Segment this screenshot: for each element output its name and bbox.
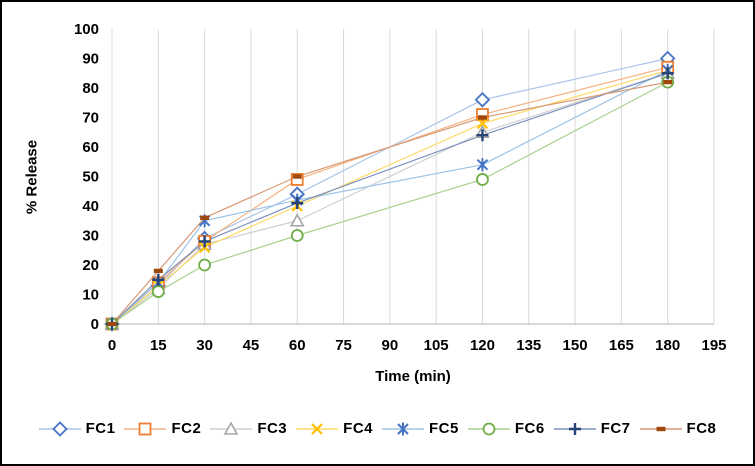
x-tick-label: 180: [655, 337, 680, 354]
legend-item-fc2: FC2: [124, 420, 201, 437]
legend-marker-diamond-icon: [38, 420, 81, 437]
data-point-fc7-15min: [152, 273, 165, 286]
x-tick-label: 90: [382, 337, 399, 354]
data-point-fc8-0min: [107, 321, 117, 327]
y-tick-label: 70: [82, 110, 99, 127]
data-point-fc8-15min: [153, 268, 163, 274]
legend-marker-dash-icon: [639, 426, 682, 431]
data-point-fc7-180min: [661, 67, 674, 80]
x-tick-label: 45: [243, 337, 260, 354]
data-point-fc8-180min: [663, 79, 673, 85]
legend-item-fc8: FC8: [639, 420, 717, 437]
legend-item-fc6: FC6: [467, 420, 545, 437]
chart-legend: FC1 FC2 FC3 FC4 FC5 FC6 FC7 FC8: [2, 420, 753, 437]
series-line-fc7: [111, 72, 668, 325]
data-point-fc6-120min: [476, 173, 489, 186]
legend-label-fc4: FC4: [343, 420, 373, 437]
x-tick-label: 30: [196, 337, 213, 354]
data-point-fc4-120min: [476, 117, 489, 130]
series-line-fc5: [111, 69, 668, 325]
data-point-fc6-30min: [198, 258, 212, 272]
data-point-fc8-120min: [477, 115, 487, 120]
data-point-fc6-60min: [290, 229, 304, 242]
legend-item-fc4: FC4: [296, 420, 373, 437]
y-tick-label: 0: [91, 316, 99, 333]
y-tick-label: 50: [82, 169, 99, 186]
y-tick-label: 30: [82, 228, 99, 245]
legend-label-fc5: FC5: [429, 420, 459, 437]
legend-label-fc7: FC7: [600, 420, 631, 437]
legend-item-fc7: FC7: [553, 420, 631, 437]
x-tick-label: 135: [516, 337, 541, 354]
legend-marker-x-icon: [296, 422, 339, 435]
data-point-fc8-30min: [200, 215, 210, 220]
data-point-fc2-60min: [290, 173, 304, 186]
x-tick-label: 60: [289, 337, 306, 354]
data-point-fc6-15min: [151, 285, 165, 298]
series-line-fc8: [111, 81, 668, 325]
line-chart-plot-area: 0 10 20 30 40 50 60 70 80 90 100 0 15 30 45 60 75 90 105 12…: [74, 21, 727, 354]
legend-marker-triangle-icon: [210, 420, 253, 435]
data-point-fc7-120min: [476, 129, 489, 142]
data-point-fc5-120min: [476, 158, 489, 172]
y-tick-label: 90: [82, 51, 99, 68]
legend-label-fc8: FC8: [686, 420, 717, 437]
x-tick-label: 75: [335, 337, 352, 354]
legend-marker-square-icon: [124, 422, 167, 435]
legend-marker-plus-icon: [553, 422, 596, 435]
data-point-fc1-120min: [474, 92, 491, 108]
legend-marker-circle-icon: [467, 422, 510, 435]
legend-item-fc1: FC1: [38, 420, 116, 437]
data-point-fc7-30min: [198, 235, 211, 248]
legend-label-fc3: FC3: [257, 420, 288, 437]
data-point-fc2-120min: [476, 108, 489, 121]
legend-label-fc2: FC2: [171, 420, 202, 437]
legend-label-fc6: FC6: [514, 420, 545, 437]
x-axis-title: Time (min): [375, 368, 451, 385]
x-tick-label: 0: [108, 337, 116, 354]
y-tick-label: 100: [74, 21, 99, 38]
legend-marker-asterisk-x-icon: [382, 422, 424, 435]
y-tick-label: 60: [82, 139, 99, 156]
legend-item-fc5: FC5: [382, 420, 459, 437]
data-point-fc8-60min: [292, 174, 302, 179]
series-line-fc3: [111, 72, 668, 325]
legend-item-fc3: FC3: [210, 420, 287, 437]
legend-label-fc1: FC1: [85, 420, 116, 437]
y-tick-label: 20: [82, 257, 99, 274]
x-tick-label: 165: [609, 337, 634, 354]
x-tick-label: 150: [563, 337, 588, 354]
x-tick-label: 15: [150, 337, 167, 354]
y-tick-label: 80: [82, 80, 99, 97]
series-line-fc4: [111, 69, 668, 325]
data-point-fc3-60min: [289, 213, 305, 227]
y-tick-label: 10: [82, 287, 99, 304]
data-point-fc7-60min: [291, 197, 304, 210]
x-tick-label: 195: [701, 337, 726, 354]
y-tick-label: 40: [82, 198, 99, 215]
series-line-fc6: [111, 81, 668, 325]
x-tick-label: 120: [470, 337, 495, 354]
x-tick-label: 105: [424, 337, 449, 354]
